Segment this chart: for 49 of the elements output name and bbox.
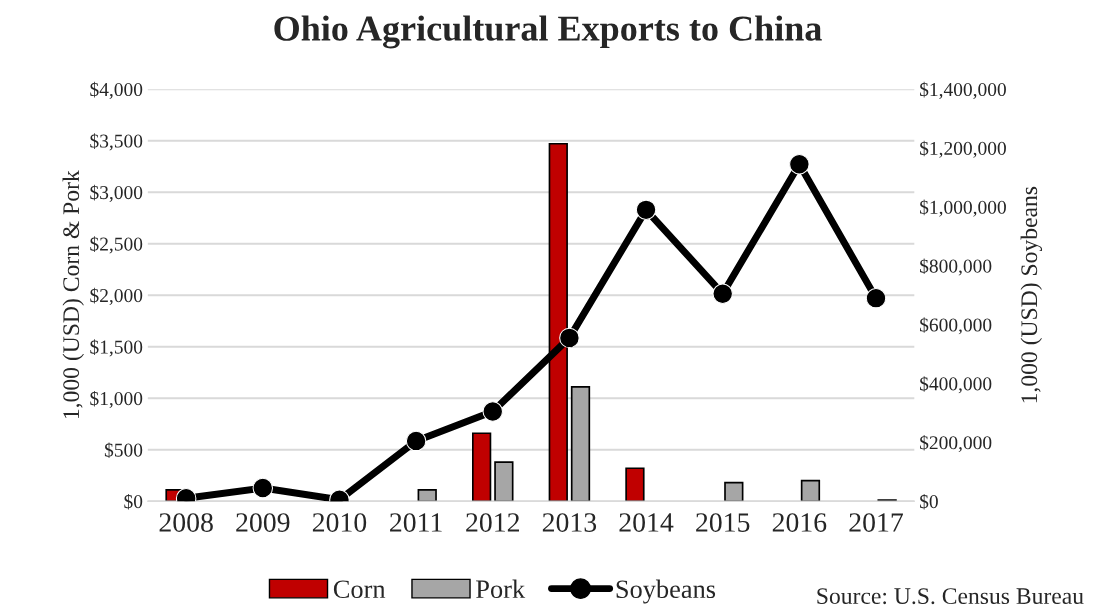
bar [570, 386, 591, 502]
x-tick-label: 2017 [849, 513, 903, 532]
y-tick-label: $1,000 [90, 390, 143, 408]
y-tick-label: $2,500 [90, 236, 143, 254]
point [865, 287, 887, 309]
x-tick-label: 2009 [236, 513, 290, 532]
point [405, 430, 427, 452]
legend-label: Corn [333, 580, 386, 599]
y2-tick-label: $1,200,000 [920, 140, 1006, 158]
x-tick-label: 2015 [696, 513, 750, 532]
y-tick-label: $0 [124, 493, 143, 510]
bar [494, 461, 514, 502]
source-note: Source: U.S. Census Bureau [817, 588, 1084, 605]
y-axis-title: 1,000 (USD) Corn & Pork [62, 170, 84, 419]
x-tick-label: 2013 [542, 513, 597, 532]
x-tick-label: 2010 [312, 513, 367, 532]
y2-tick-label: $1,400,000 [920, 81, 1006, 99]
y2-tick-label: $200,000 [920, 435, 992, 453]
point [482, 401, 503, 422]
point [252, 477, 274, 499]
point [712, 283, 733, 304]
y-tick-label: $4,000 [90, 81, 143, 99]
point [789, 153, 810, 175]
y-tick-label: $1,500 [90, 339, 143, 357]
x-tick-label: 2014 [619, 513, 674, 532]
y2-tick-label: $400,000 [920, 376, 992, 394]
y2-tick-label: $600,000 [920, 317, 992, 335]
y2-tick-label: $1,000,000 [920, 199, 1006, 217]
bar [471, 432, 492, 502]
bar [625, 467, 645, 502]
x-tick-label: 2012 [466, 513, 519, 532]
y2-axis-title: 1,000 (USD) Soybeans [1020, 186, 1043, 403]
bar [800, 479, 821, 502]
y-tick-label: $3,500 [90, 133, 143, 151]
legend-label: Soybeans [616, 579, 716, 604]
bar [724, 481, 744, 502]
x-tick-label: 2008 [159, 513, 213, 532]
y2-tick-label: $0 [920, 493, 938, 510]
x-tick-label: 2011 [390, 513, 442, 532]
chart-title: Ohio Agricultural Exports to China [274, 15, 822, 49]
y-tick-label: $3,000 [90, 184, 143, 202]
y-tick-label: $500 [104, 442, 143, 458]
legend-label: Pork [476, 579, 526, 599]
point [559, 327, 580, 349]
y-tick-label: $2,000 [90, 287, 143, 305]
bar [417, 489, 437, 502]
point [635, 199, 657, 221]
x-tick-label: 2016 [772, 513, 827, 532]
y2-tick-label: $800,000 [920, 258, 992, 276]
